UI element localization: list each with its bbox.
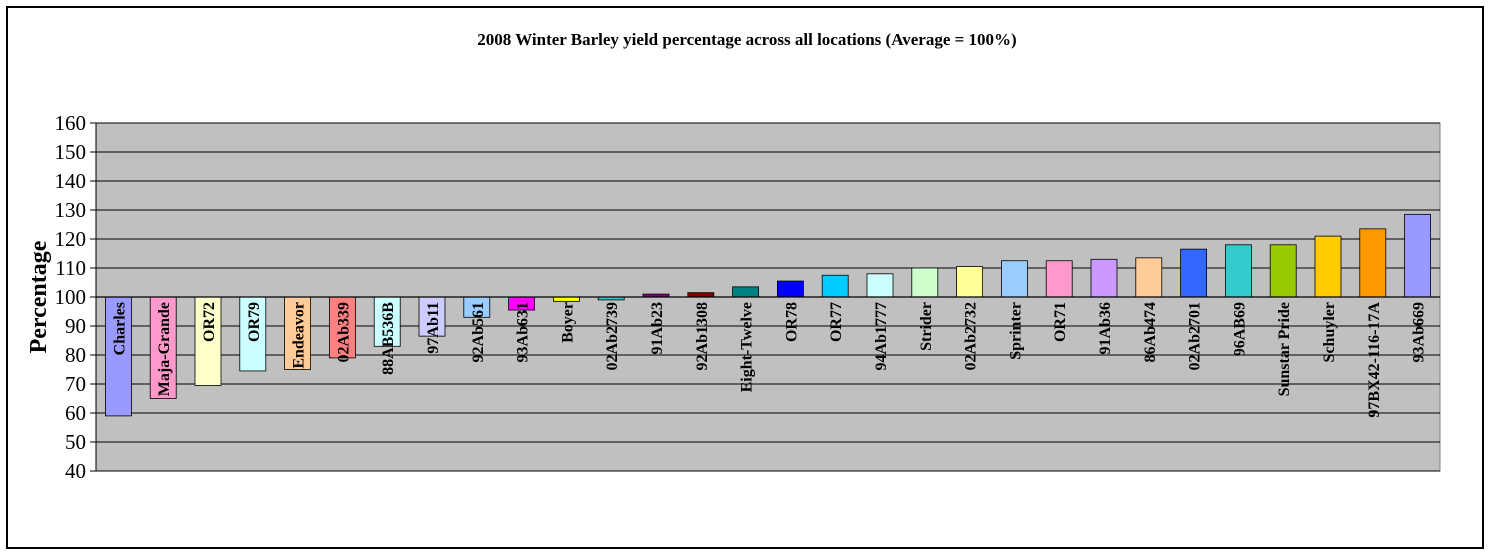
category-label: 93Ab631: [515, 302, 532, 362]
bar-sunstar-pride: [1269, 244, 1297, 298]
category-label: 02Ab339: [335, 302, 352, 362]
category-label: OR72: [201, 302, 218, 342]
y-tick-label: 80: [65, 343, 86, 367]
bar-maja-grande: [149, 296, 177, 399]
bar-schuyler: [1314, 235, 1342, 298]
y-tick-label: 160: [55, 111, 87, 135]
bar-or72: [194, 296, 222, 386]
category-label: Sunstar Pride: [1276, 302, 1293, 396]
category-label: 02Ab2701: [1187, 302, 1204, 370]
y-axis-title: Percentage: [26, 240, 52, 353]
bar-sprinter: [1001, 260, 1028, 298]
y-tick-label: 90: [65, 314, 86, 338]
bar-or79: [239, 296, 267, 372]
category-label: Schuyler: [1321, 302, 1338, 362]
category-label: Endeavor: [291, 302, 308, 369]
y-tick-label: 50: [65, 430, 86, 454]
y-tick-label: 130: [55, 198, 87, 222]
category-label: 88AB536B: [380, 302, 397, 375]
category-label: OR79: [246, 302, 263, 342]
bar-or77: [821, 274, 849, 298]
category-label: Maja-Grande: [156, 302, 173, 396]
bar-strider: [911, 267, 939, 298]
bar-or78: [777, 280, 804, 298]
bar-boyer: [553, 296, 580, 302]
category-label: Charles: [111, 302, 128, 355]
category-label: 97BX42-116-17A: [1366, 302, 1383, 418]
bar-eight-twelve: [732, 286, 759, 298]
bar-or71: [1045, 260, 1073, 298]
y-tick-label: 70: [65, 372, 86, 396]
category-label: 86Ab474: [1142, 302, 1159, 362]
bar-92ab1308: [687, 292, 715, 298]
category-label: OR78: [783, 302, 800, 342]
y-tick-label: 60: [65, 401, 86, 425]
category-label: Sprinter: [1007, 302, 1024, 360]
y-tick-label: 150: [55, 140, 87, 164]
bar-97ab11: [418, 296, 446, 337]
category-label: Boyer: [559, 302, 576, 343]
category-label: OR77: [828, 302, 845, 342]
category-label: 91Ab36: [1097, 302, 1114, 354]
bar-charles: [105, 296, 132, 417]
bar-endeavor: [284, 296, 312, 370]
category-label: 91Ab23: [649, 302, 666, 354]
category-label: 02Ab2739: [604, 302, 621, 370]
category-label: Strider: [918, 302, 935, 351]
category-label: 92Ab561: [470, 302, 487, 362]
category-label: 02Ab2732: [963, 302, 980, 370]
bar-02ab2701: [1180, 248, 1207, 298]
category-label: 93Ab669: [1411, 302, 1428, 362]
y-tick-label: 100: [55, 285, 87, 309]
category-label: 96AB69: [1231, 302, 1248, 356]
bar-93ab669: [1404, 213, 1431, 298]
y-tick-label: 40: [65, 459, 86, 483]
bar-97bx42-116-17a: [1359, 228, 1387, 298]
bar-86ab474: [1135, 257, 1163, 298]
category-label: 92Ab1308: [694, 302, 711, 370]
bar-91ab36: [1090, 258, 1118, 298]
bar-02ab2732: [956, 266, 983, 298]
category-label: OR71: [1052, 302, 1069, 342]
bar-88ab536b: [373, 296, 401, 347]
y-tick-label: 120: [55, 227, 87, 251]
category-label: 94Ab1777: [873, 302, 890, 370]
category-label: 97Ab11: [425, 302, 442, 354]
category-label: Eight-Twelve: [739, 302, 756, 392]
bar-96ab69: [1225, 244, 1252, 298]
chart-title: 2008 Winter Barley yield percentage acro…: [477, 30, 1017, 49]
bar-02ab339: [328, 296, 356, 359]
bar-94ab1777: [866, 273, 894, 298]
y-tick-label: 110: [55, 256, 86, 280]
y-tick-label: 140: [55, 169, 87, 193]
